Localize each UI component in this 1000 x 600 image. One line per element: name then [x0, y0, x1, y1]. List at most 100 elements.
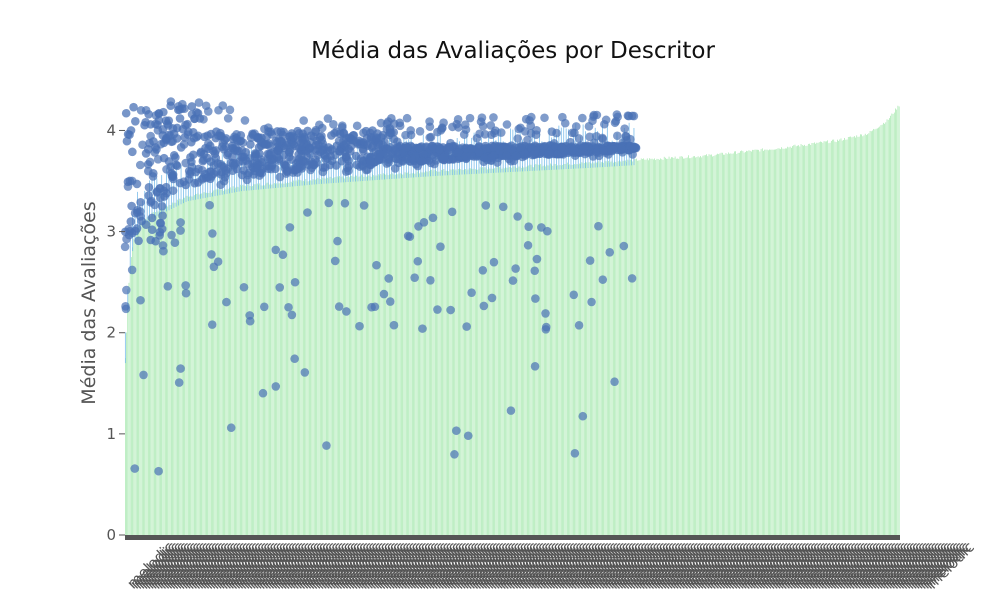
bar [396, 173, 397, 535]
data-point [335, 129, 345, 138]
data-point [467, 151, 476, 161]
bar [481, 167, 482, 535]
data-point [226, 423, 236, 433]
data-point [613, 131, 622, 141]
data-point [169, 129, 179, 139]
data-point [437, 123, 447, 132]
bar [362, 175, 364, 535]
data-point [171, 160, 181, 170]
data-point [156, 219, 166, 228]
data-point [592, 131, 601, 141]
bar [466, 170, 468, 535]
bar [393, 175, 395, 535]
bar [253, 184, 255, 535]
bar [311, 181, 313, 535]
bar [529, 164, 531, 536]
data-point [544, 150, 554, 159]
bar [162, 208, 164, 536]
data-point [627, 274, 637, 283]
data-point [433, 305, 442, 314]
bar [703, 155, 705, 535]
data-point [278, 250, 288, 260]
bar [708, 154, 710, 536]
bar [824, 141, 826, 535]
data-point [159, 246, 168, 256]
bar [169, 205, 171, 535]
bar [140, 222, 142, 535]
bar [208, 192, 210, 535]
bar [168, 205, 170, 535]
bar [869, 130, 871, 536]
data-point [284, 302, 293, 312]
bar [675, 158, 677, 535]
data-point [402, 113, 412, 123]
bar [639, 160, 641, 535]
bar [713, 156, 715, 535]
bar [817, 142, 819, 535]
bar [706, 154, 707, 535]
bar [303, 180, 304, 535]
bar [786, 148, 787, 535]
bar [375, 175, 377, 535]
data-point [467, 288, 476, 297]
bar [760, 149, 762, 535]
data-point [620, 124, 629, 133]
bar [691, 157, 693, 535]
bar [501, 168, 503, 535]
y-tick-label: 4 [106, 121, 116, 139]
bar [776, 148, 778, 536]
bar [280, 181, 281, 535]
bar [625, 160, 626, 536]
bar [602, 162, 603, 535]
bar [200, 193, 201, 536]
bar [329, 176, 331, 536]
bar [338, 177, 339, 536]
bar [386, 173, 388, 535]
data-point [352, 160, 362, 170]
bar [487, 169, 488, 536]
bar [190, 195, 192, 535]
bar [495, 168, 497, 535]
data-point [154, 116, 164, 125]
bar [187, 197, 189, 535]
bar [166, 206, 167, 535]
bar [264, 185, 265, 535]
bar [204, 192, 206, 536]
bar [217, 189, 218, 535]
bar [432, 171, 434, 535]
bar [229, 187, 230, 536]
data-point [418, 324, 427, 333]
data-point [465, 113, 475, 123]
bar [839, 139, 841, 536]
bar [543, 164, 545, 535]
bar [312, 179, 314, 535]
bar [263, 185, 264, 535]
bar [764, 149, 766, 535]
data-point [376, 118, 386, 128]
bar [728, 152, 729, 535]
data-point [415, 127, 425, 136]
bar [132, 247, 133, 536]
bar [513, 166, 515, 535]
data-point [207, 250, 216, 259]
bar [339, 176, 341, 535]
data-point [187, 157, 196, 167]
bar [426, 171, 428, 536]
bar [473, 168, 475, 535]
bar [593, 163, 595, 536]
data-point [610, 377, 619, 387]
bar [608, 160, 609, 535]
data-point [181, 281, 190, 290]
bar [288, 182, 290, 535]
data-point [605, 247, 615, 257]
data-point [244, 168, 254, 178]
bar [685, 157, 687, 535]
bar [805, 145, 807, 536]
bar [853, 136, 855, 535]
chart-title: Média das Avaliações por Descritor [311, 38, 715, 64]
bar [284, 181, 286, 535]
data-point [532, 254, 542, 264]
bar [276, 183, 278, 536]
bar [174, 202, 176, 535]
bar [399, 173, 401, 536]
